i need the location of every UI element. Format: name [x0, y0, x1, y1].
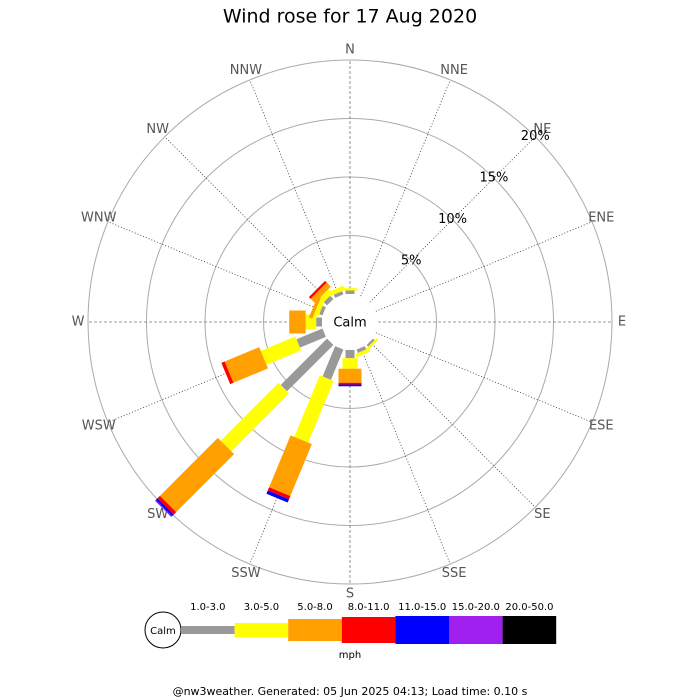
- wind-bar: [305, 314, 317, 330]
- ring-label: 5%: [401, 253, 422, 268]
- direction-label: SSW: [231, 566, 261, 581]
- legend-label: 11.0-15.0: [398, 602, 446, 613]
- spoke: [369, 341, 536, 508]
- wind-bar: [333, 291, 344, 298]
- wind-bar: [154, 499, 173, 518]
- wind-bar: [221, 361, 234, 385]
- direction-label: N: [345, 43, 355, 58]
- direction-label: SE: [534, 507, 550, 522]
- direction-label: ESE: [589, 419, 614, 434]
- calm-label: Calm: [333, 316, 366, 331]
- wind-bar: [267, 487, 291, 500]
- wind-bar: [220, 382, 290, 452]
- grid-ring: [263, 235, 437, 409]
- wind-bar: [316, 317, 322, 327]
- legend-label: 20.0-50.0: [505, 602, 553, 613]
- wind-bar: [356, 346, 367, 353]
- wind-bar: [338, 384, 362, 387]
- legend-swatch: [181, 626, 235, 634]
- spoke: [369, 136, 536, 303]
- wind-bar: [322, 346, 344, 380]
- wind-bar: [355, 348, 371, 358]
- spoke: [375, 221, 593, 312]
- chart-title: Wind rose for 17 Aug 2020: [223, 6, 477, 28]
- calm-circle: [325, 297, 375, 347]
- wind-bar: [329, 285, 345, 296]
- direction-label: W: [72, 315, 85, 330]
- legend-swatch: [341, 617, 396, 643]
- wind-bar: [338, 382, 362, 385]
- wind-bar: [260, 336, 302, 365]
- wind-bar: [317, 289, 333, 305]
- wind-bar: [289, 310, 306, 334]
- direction-label: NNW: [230, 63, 262, 78]
- wind-bar: [323, 295, 334, 306]
- ring-label: 20%: [521, 129, 550, 144]
- wind-bar: [296, 328, 326, 348]
- wind-bar: [345, 290, 355, 294]
- direction-label: NE: [533, 122, 551, 137]
- wind-bar: [345, 350, 355, 359]
- legend-label: 15.0-20.0: [452, 602, 500, 613]
- legend-swatch: [234, 623, 289, 637]
- wind-bar: [310, 282, 331, 303]
- direction-label: SSE: [442, 566, 467, 581]
- wind-bar: [342, 288, 358, 291]
- wind-bar: [266, 490, 290, 503]
- wind-bar: [319, 305, 326, 316]
- wind-bar: [224, 347, 268, 383]
- legend-label: 8.0-11.0: [348, 602, 390, 613]
- footer: @nw3weather. Generated: 05 Jun 2025 04:1…: [173, 685, 528, 698]
- legend-swatch: [502, 616, 557, 644]
- wind-bar: [155, 498, 174, 517]
- wind-bar: [308, 296, 321, 319]
- wind-bar: [159, 437, 235, 513]
- spoke: [249, 79, 340, 297]
- wind-bar: [313, 301, 324, 317]
- legend-calm-label: Calm: [150, 626, 176, 637]
- wind-bar: [280, 338, 334, 392]
- spoke: [107, 221, 325, 312]
- direction-label: NNE: [440, 63, 468, 78]
- wind-bar: [269, 435, 312, 497]
- direction-label: SW: [147, 507, 168, 522]
- wind-bar: [294, 375, 334, 443]
- spoke: [375, 332, 593, 423]
- direction-label: NW: [146, 122, 169, 137]
- wind-bar: [308, 280, 327, 299]
- wind-bar: [157, 495, 177, 515]
- direction-label: E: [618, 315, 626, 330]
- legend-label: 5.0-8.0: [297, 602, 332, 613]
- direction-label: ENE: [588, 210, 614, 225]
- spoke: [164, 136, 331, 303]
- spoke: [360, 79, 451, 297]
- legend-swatch: [288, 619, 342, 641]
- legend-label: 3.0-5.0: [244, 602, 279, 613]
- direction-label: WSW: [82, 419, 116, 434]
- spoke: [360, 347, 451, 565]
- legend-label: 1.0-3.0: [190, 602, 225, 613]
- wind-bar: [366, 338, 379, 351]
- legend-swatch: [395, 616, 449, 644]
- wind-bar: [366, 338, 375, 347]
- legend-unit: mph: [339, 650, 361, 661]
- direction-label: WNW: [81, 210, 117, 225]
- wind-bar: [338, 368, 362, 383]
- ring-label: 10%: [438, 212, 467, 227]
- grid-ring: [87, 59, 613, 585]
- direction-label: S: [346, 587, 354, 602]
- ring-label: 15%: [479, 171, 508, 186]
- legend-swatch: [449, 616, 503, 644]
- wind-bar: [342, 358, 358, 369]
